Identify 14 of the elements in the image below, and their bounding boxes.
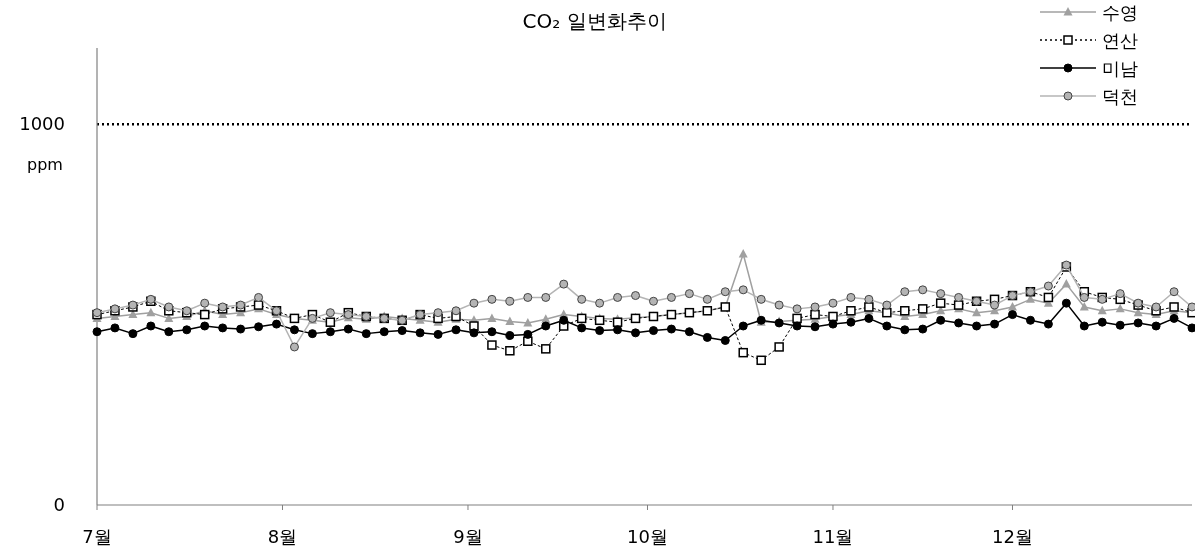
chart-title: CO₂ 일변화추이 xyxy=(522,9,667,33)
x-tick-label: 10월 xyxy=(627,526,668,547)
x-tick-label: 8월 xyxy=(267,526,298,547)
x-tick-label: 11월 xyxy=(812,526,854,547)
legend-label: 미남 xyxy=(1102,58,1138,79)
legend-label: 수영 xyxy=(1102,2,1138,23)
y-tick-label: 1000 xyxy=(19,113,65,135)
legend-label: 연산 xyxy=(1102,30,1138,51)
x-tick-label: 9월 xyxy=(453,526,483,547)
y-axis-title: ppm xyxy=(27,155,63,175)
legend-label: 덕천 xyxy=(1102,86,1138,107)
x-tick-label: 12월 xyxy=(992,526,1033,547)
y-tick-label: 0 xyxy=(53,494,65,515)
x-tick-label: 7월 xyxy=(82,526,112,547)
